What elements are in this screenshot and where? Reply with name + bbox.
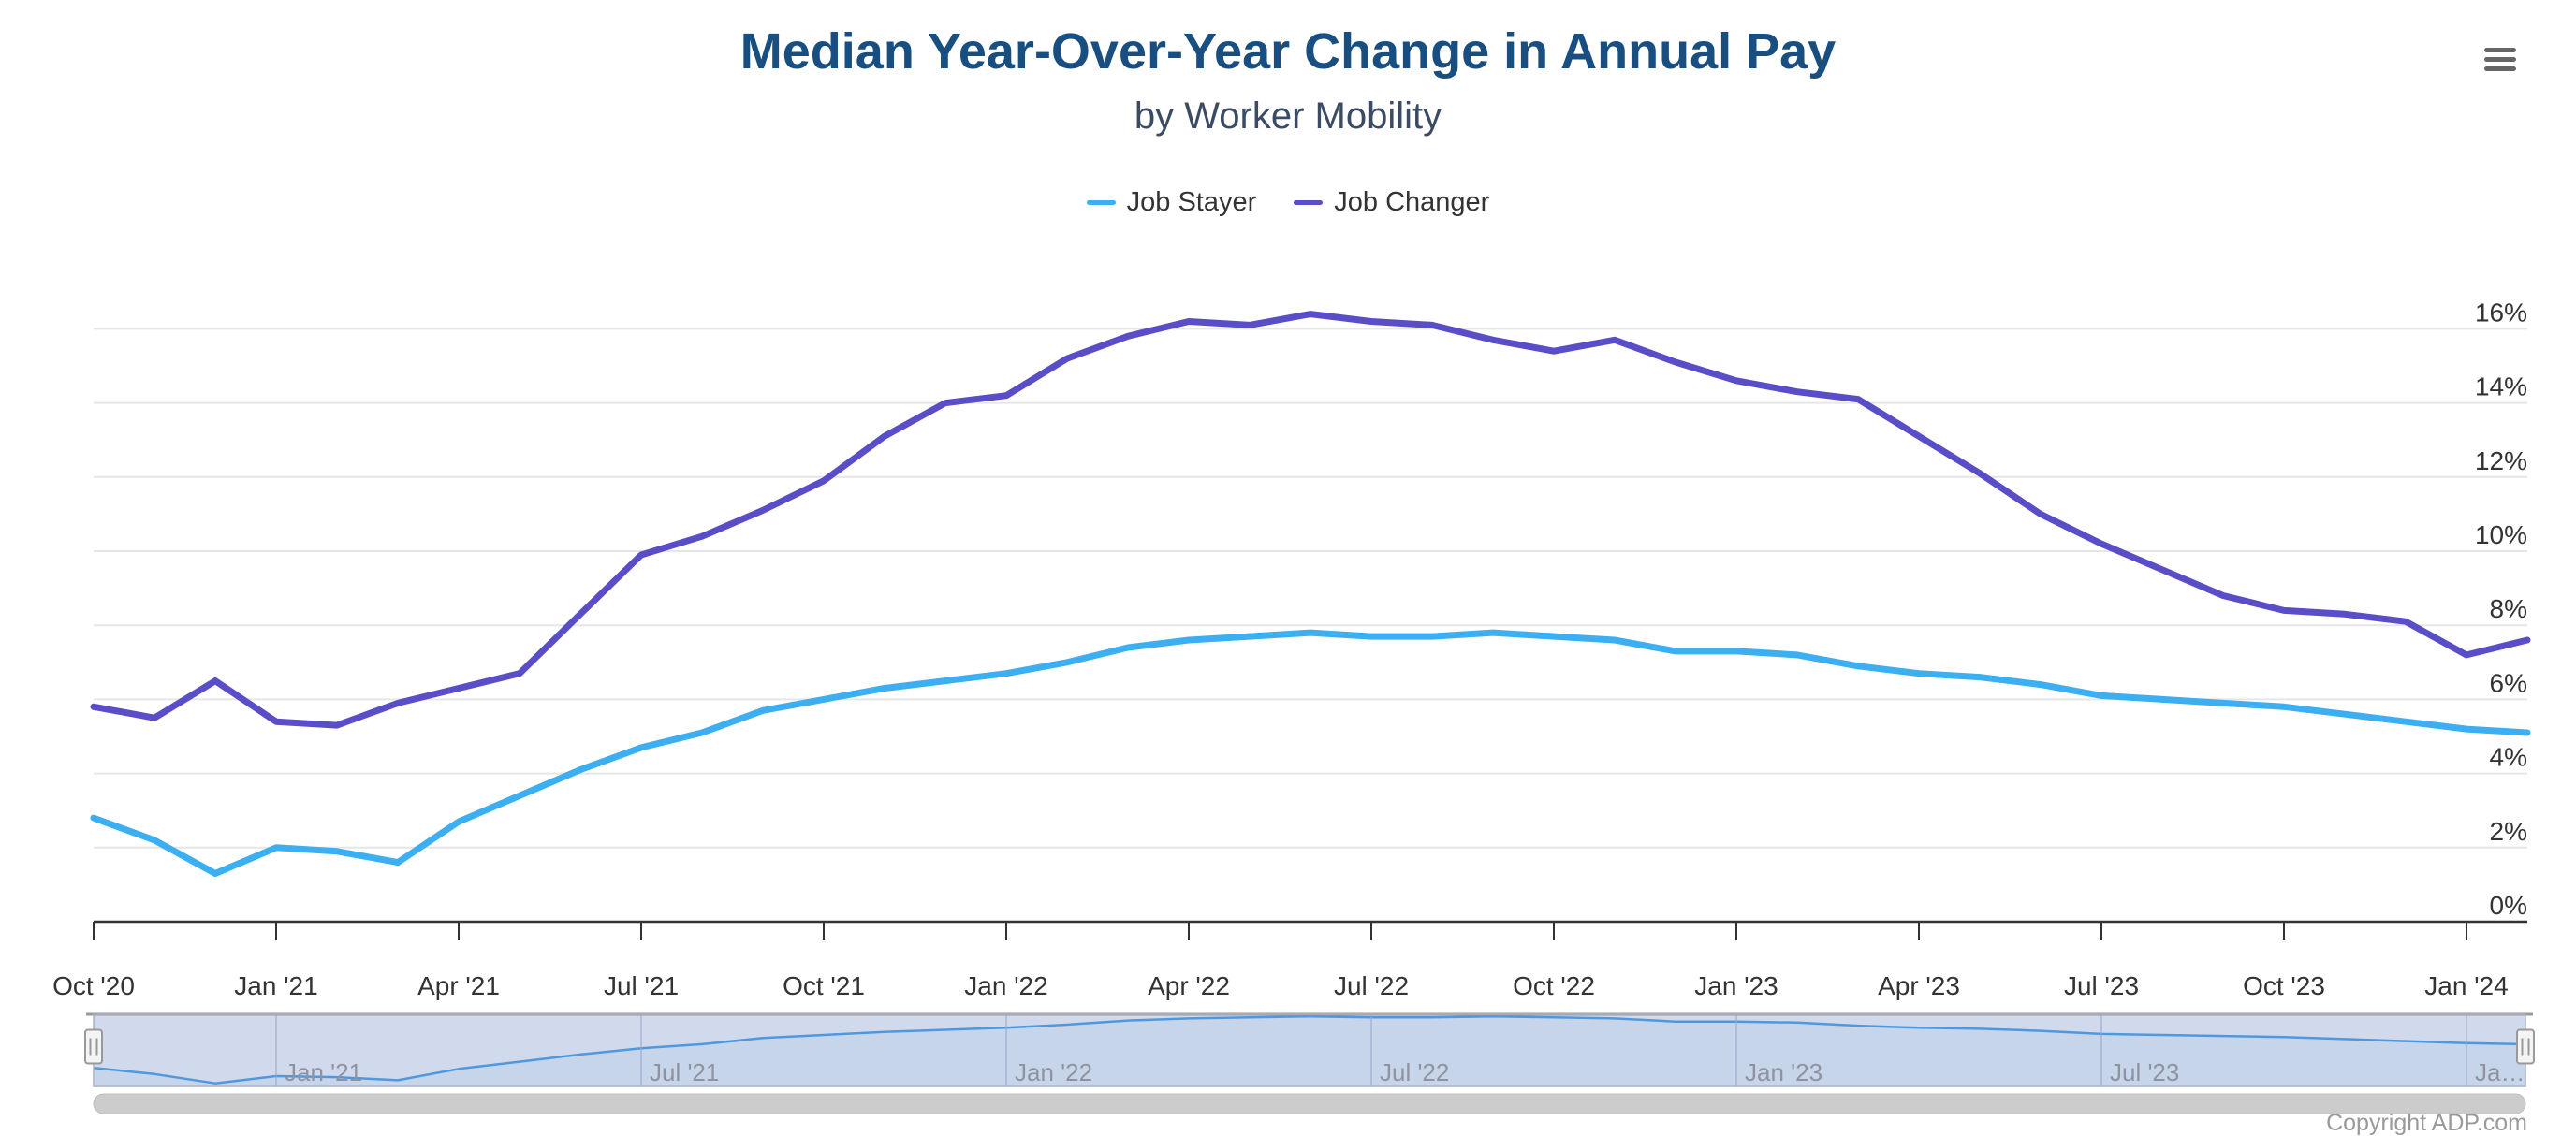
x-axis-label: Jul '22: [1334, 971, 1409, 1000]
x-axis-label: Oct '23: [2243, 971, 2325, 1000]
y-axis-label: 2%: [2490, 817, 2527, 846]
legend-item-job-changer[interactable]: Job Changer: [1294, 187, 1489, 218]
x-axis-label: Jul '21: [604, 971, 679, 1000]
y-axis-label: 6%: [2490, 668, 2527, 697]
y-axis-label: 10%: [2475, 520, 2527, 549]
x-axis-label: Jan '22: [964, 971, 1047, 1000]
hamburger-icon: [2484, 47, 2518, 71]
x-axis-label: Jan '24: [2424, 971, 2508, 1000]
navigator-handle-right[interactable]: [2516, 1028, 2535, 1065]
y-axis-label: 14%: [2475, 372, 2527, 401]
y-axis-label: 4%: [2490, 743, 2527, 772]
y-axis-label: 8%: [2490, 594, 2527, 623]
legend-item-job-stayer[interactable]: Job Stayer: [1086, 187, 1257, 218]
x-axis-label: Oct '22: [1513, 971, 1595, 1000]
chart-subtitle: by Worker Mobility: [1134, 95, 1442, 137]
credits-link[interactable]: Copyright ADP.com: [2326, 1110, 2527, 1136]
x-axis-label: Apr '21: [417, 971, 500, 1000]
x-axis-label: Oct '21: [783, 971, 865, 1000]
job-stayer-line-swatch-icon: [1086, 200, 1116, 205]
series-line-job-stayer: [90, 629, 2531, 877]
legend: Job Stayer Job Changer: [0, 187, 2576, 218]
navigator-axis-label: Jul '23: [2110, 1058, 2179, 1086]
x-axis-label: Jan '23: [1694, 971, 1778, 1000]
x-axis-label: Apr '22: [1148, 971, 1230, 1000]
y-axis-label: 16%: [2475, 298, 2527, 327]
navigator-axis-label: Jan '22: [1015, 1058, 1092, 1086]
job-changer-line-swatch-icon: [1294, 200, 1324, 205]
x-axis-label: Jul '23: [2064, 971, 2139, 1000]
navigator-axis-label: Jul '21: [650, 1058, 719, 1086]
navigator-axis-label: Jan '23: [1745, 1058, 1822, 1086]
x-axis-label: Jan '21: [234, 971, 317, 1000]
scrollbar-thumb[interactable]: [93, 1093, 2526, 1114]
series-line-job-changer: [90, 311, 2531, 729]
navigator-axis-label: Jul '22: [1380, 1058, 1449, 1086]
x-axis-label: Oct '20: [52, 971, 135, 1000]
legend-label-job-changer: Job Changer: [1334, 187, 1490, 217]
chart-context-menu-button[interactable]: [2475, 36, 2527, 82]
x-axis-label: Apr '23: [1878, 971, 1960, 1000]
navigator-area: [94, 1016, 2525, 1086]
navigator-axis-label: Ja…: [2475, 1058, 2525, 1086]
y-axis-label: 0%: [2490, 891, 2527, 920]
navigator-selected-range[interactable]: [94, 1014, 2525, 1086]
navigator-axis-label: Jan '21: [285, 1058, 362, 1086]
navigator-handle-left[interactable]: [84, 1028, 103, 1065]
navigator-series-line: [93, 1014, 2526, 1085]
y-axis-label: 12%: [2475, 446, 2527, 475]
chart-title: Median Year-Over-Year Change in Annual P…: [739, 23, 1837, 80]
legend-label-job-stayer: Job Stayer: [1126, 187, 1257, 217]
